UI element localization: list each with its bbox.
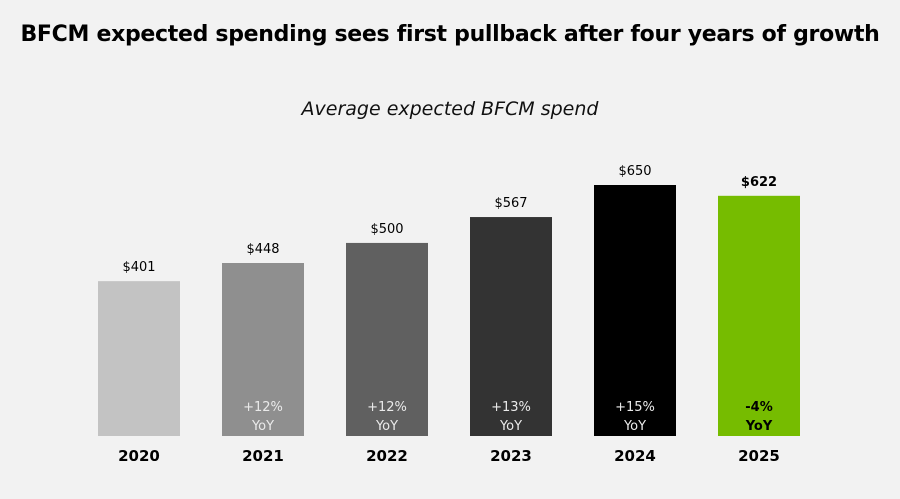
chart-title: BFCM expected spending sees first pullba… <box>20 22 880 47</box>
bar-2023 <box>470 217 552 436</box>
x-tick-label: 2025 <box>738 447 780 465</box>
x-tick-label: 2021 <box>242 447 284 465</box>
yoy-change-label: -4% <box>745 400 772 415</box>
yoy-suffix-label: YoY <box>251 419 274 434</box>
bar-2022 <box>346 242 428 436</box>
x-tick-label: 2022 <box>366 447 408 465</box>
value-label: $448 <box>246 242 279 257</box>
bar-2025 <box>718 195 800 436</box>
x-tick-label: 2024 <box>614 447 656 465</box>
yoy-change-label: +13% <box>491 400 531 415</box>
yoy-change-label: +12% <box>367 400 407 415</box>
yoy-change-label: +15% <box>615 400 655 415</box>
value-label: $567 <box>494 196 527 211</box>
x-tick-label: 2020 <box>118 447 160 465</box>
yoy-change-label: +12% <box>243 400 283 415</box>
value-label: $650 <box>618 164 651 179</box>
yoy-suffix-label: YoY <box>499 419 522 434</box>
value-label: $500 <box>370 222 403 237</box>
x-tick-label: 2023 <box>490 447 532 465</box>
bar-2021 <box>222 263 304 436</box>
bar-2020 <box>98 281 180 436</box>
value-label: $401 <box>122 260 155 275</box>
yoy-suffix-label: YoY <box>623 419 646 434</box>
bar-2024 <box>594 185 676 436</box>
yoy-suffix-label: YoY <box>375 419 398 434</box>
chart-subtitle: Average expected BFCM spend <box>301 98 599 120</box>
value-label: $622 <box>741 175 777 190</box>
yoy-suffix-label: YoY <box>745 419 773 434</box>
